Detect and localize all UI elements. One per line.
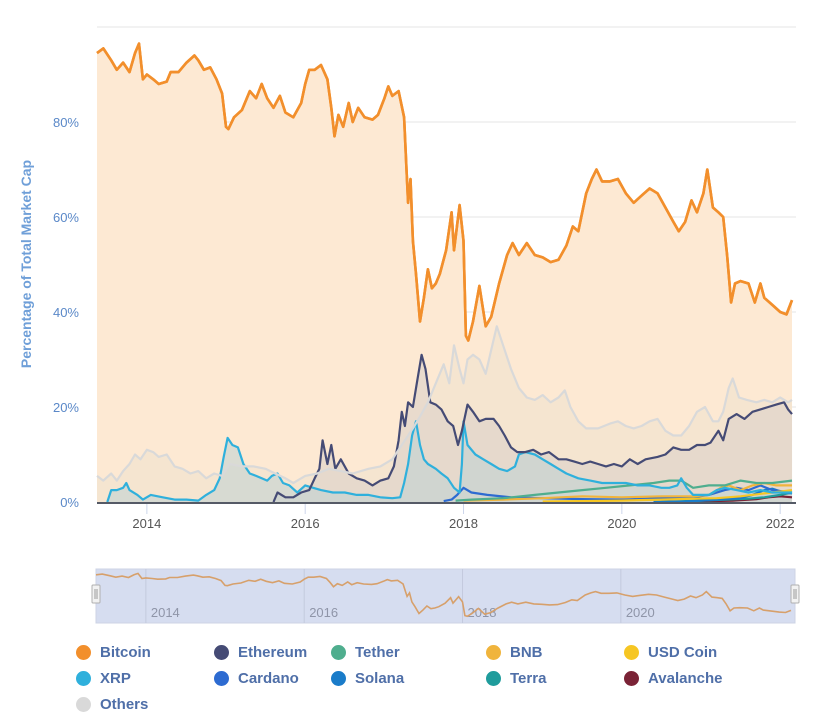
y-tick-label: 80% xyxy=(53,115,79,130)
legend-item-terra[interactable]: Terra xyxy=(486,670,546,687)
legend-label: BNB xyxy=(510,644,543,661)
handle-body[interactable] xyxy=(91,584,101,604)
legend-label: USD Coin xyxy=(648,644,718,661)
legend-item-xrp[interactable]: XRP xyxy=(76,670,131,687)
y-tick-label: 60% xyxy=(53,210,79,225)
legend-marker-icon xyxy=(486,671,501,686)
y-tick-label: 40% xyxy=(53,305,79,320)
x-tick-label: 2020 xyxy=(607,516,636,531)
legend-marker-icon xyxy=(76,697,91,712)
legend-marker-icon xyxy=(331,645,346,660)
legend-label: Bitcoin xyxy=(100,644,151,661)
legend-marker-icon xyxy=(486,645,501,660)
series-areas xyxy=(97,43,793,502)
line-others[interactable] xyxy=(96,325,793,485)
legend-item-bnb[interactable]: BNB xyxy=(486,644,543,661)
navigator-tick-label: 2020 xyxy=(626,605,655,620)
legend-marker-icon xyxy=(624,671,639,686)
area-ethereum xyxy=(273,354,793,502)
legend-label: Solana xyxy=(355,670,405,687)
y-tick-label: 20% xyxy=(53,400,79,415)
legend-item-usd-coin[interactable]: USD Coin xyxy=(624,644,717,661)
legend-marker-icon xyxy=(214,671,229,686)
navigator-handle-right[interactable] xyxy=(790,584,800,604)
legend-label: Ethereum xyxy=(238,644,308,661)
line-tether[interactable] xyxy=(455,479,793,502)
series-lines xyxy=(96,42,794,503)
line-bitcoin-top[interactable] xyxy=(96,42,794,342)
legend-label: Terra xyxy=(510,670,547,687)
area-xrp xyxy=(107,421,793,502)
legend-marker-icon xyxy=(76,645,91,660)
legend-item-avalanche[interactable]: Avalanche xyxy=(624,670,722,687)
legend-label: XRP xyxy=(100,670,131,687)
navigator-series-line xyxy=(95,572,792,618)
line-xrp[interactable] xyxy=(106,420,792,503)
legend-item-bitcoin[interactable]: Bitcoin xyxy=(76,644,151,661)
legend-label: Cardano xyxy=(238,670,299,687)
legend-label: Avalanche xyxy=(648,670,723,687)
legend-marker-icon xyxy=(331,671,346,686)
axes: 0% 20% 40% 60% 80% 2014 2016 2018 2020 2022 xyxy=(53,115,796,531)
navigator-handle-left[interactable] xyxy=(91,584,101,604)
handle-body[interactable] xyxy=(790,584,800,604)
market-cap-chart: 0% 20% 40% 60% 80% 2014 2016 2018 2020 2022 Perce… xyxy=(18,26,800,624)
x-tick-label: 2018 xyxy=(449,516,478,531)
legend-item-solana[interactable]: Solana xyxy=(331,670,404,687)
area-bitcoin xyxy=(97,43,793,502)
legend-item-tether[interactable]: Tether xyxy=(331,644,400,661)
legend-item-ethereum[interactable]: Ethereum xyxy=(214,644,307,661)
legend-item-cardano[interactable]: Cardano xyxy=(214,670,299,687)
legend-marker-icon xyxy=(214,645,229,660)
legend-label: Others xyxy=(100,696,149,713)
x-tick-label: 2016 xyxy=(291,516,320,531)
navigator-tick-label: 2016 xyxy=(309,605,338,620)
legend-marker-icon xyxy=(76,671,91,686)
line-ethereum[interactable] xyxy=(272,353,793,503)
legend-label: Tether xyxy=(355,644,400,661)
y-tick-label: 0% xyxy=(60,495,79,510)
x-tick-label: 2022 xyxy=(766,516,795,531)
legend-item-others[interactable]: Others xyxy=(76,696,148,713)
x-tick-label: 2014 xyxy=(132,516,161,531)
legend-marker-icon xyxy=(624,645,639,660)
navigator[interactable]: 2014 2016 2018 2020 xyxy=(91,568,800,624)
y-axis-title: Percentage of Total Market Cap xyxy=(18,160,34,368)
navigator-tick-label: 2014 xyxy=(151,605,180,620)
